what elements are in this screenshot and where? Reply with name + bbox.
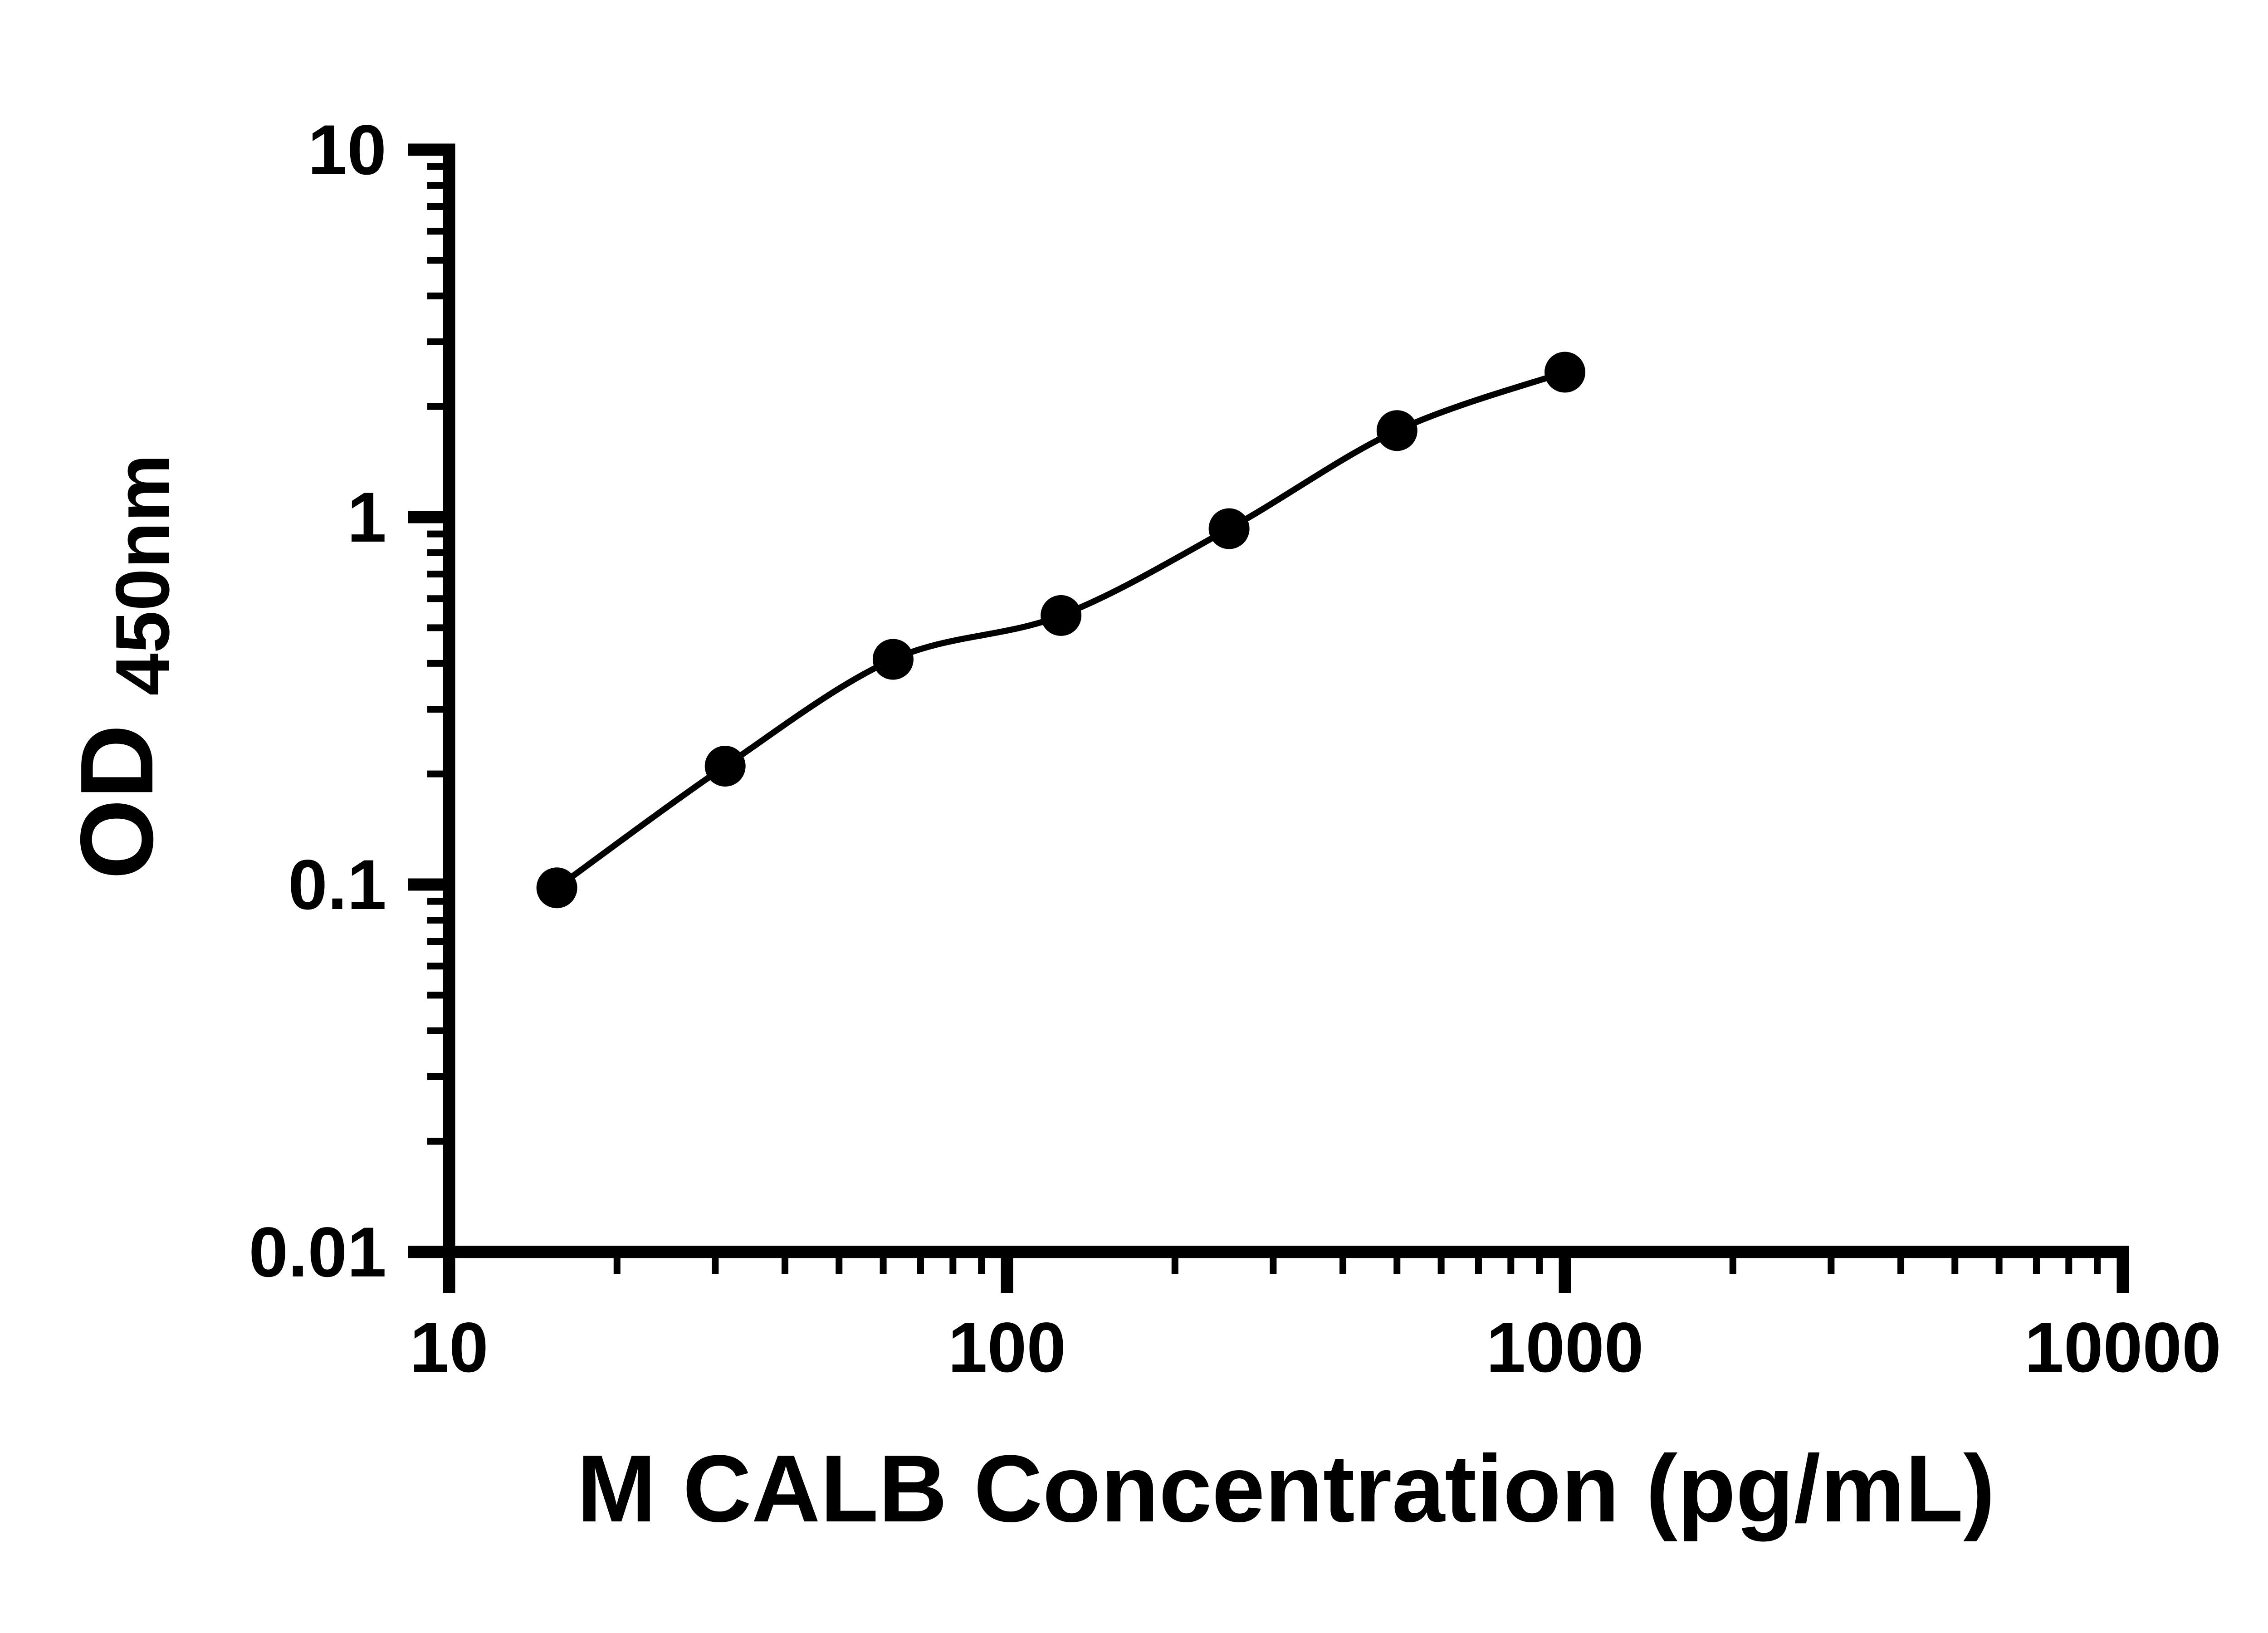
data-point xyxy=(1041,595,1082,636)
x-tick-label: 10000 xyxy=(2024,1308,2221,1387)
y-tick-label: 0.1 xyxy=(288,846,386,924)
data-point xyxy=(536,867,577,909)
x-axis-title: M CALB Concentration (pg/mL) xyxy=(577,1435,1995,1542)
axes xyxy=(443,143,2129,1258)
y-axis-title: OD 450nm xyxy=(59,454,185,880)
data-point xyxy=(1376,410,1418,451)
data-points xyxy=(536,352,1585,909)
x-tick-label: 100 xyxy=(948,1308,1066,1387)
x-tick-label: 1000 xyxy=(1486,1308,1643,1387)
y-tick-label: 0.01 xyxy=(249,1213,386,1292)
data-point xyxy=(1208,508,1250,549)
y-axis-title-main: OD xyxy=(59,724,175,880)
y-axis-title-subscript: 450nm xyxy=(100,454,185,695)
data-point xyxy=(872,639,914,680)
y-tick-label: 1 xyxy=(347,478,386,557)
axis-ticks xyxy=(408,143,2129,1293)
data-point xyxy=(704,746,746,787)
axis-tick-labels: 10 100 1000 10000 0.01 0.1 1 10 xyxy=(249,111,2221,1387)
y-tick-label: 10 xyxy=(308,111,386,190)
data-point xyxy=(1545,352,1585,393)
x-tick-label: 10 xyxy=(410,1308,489,1387)
